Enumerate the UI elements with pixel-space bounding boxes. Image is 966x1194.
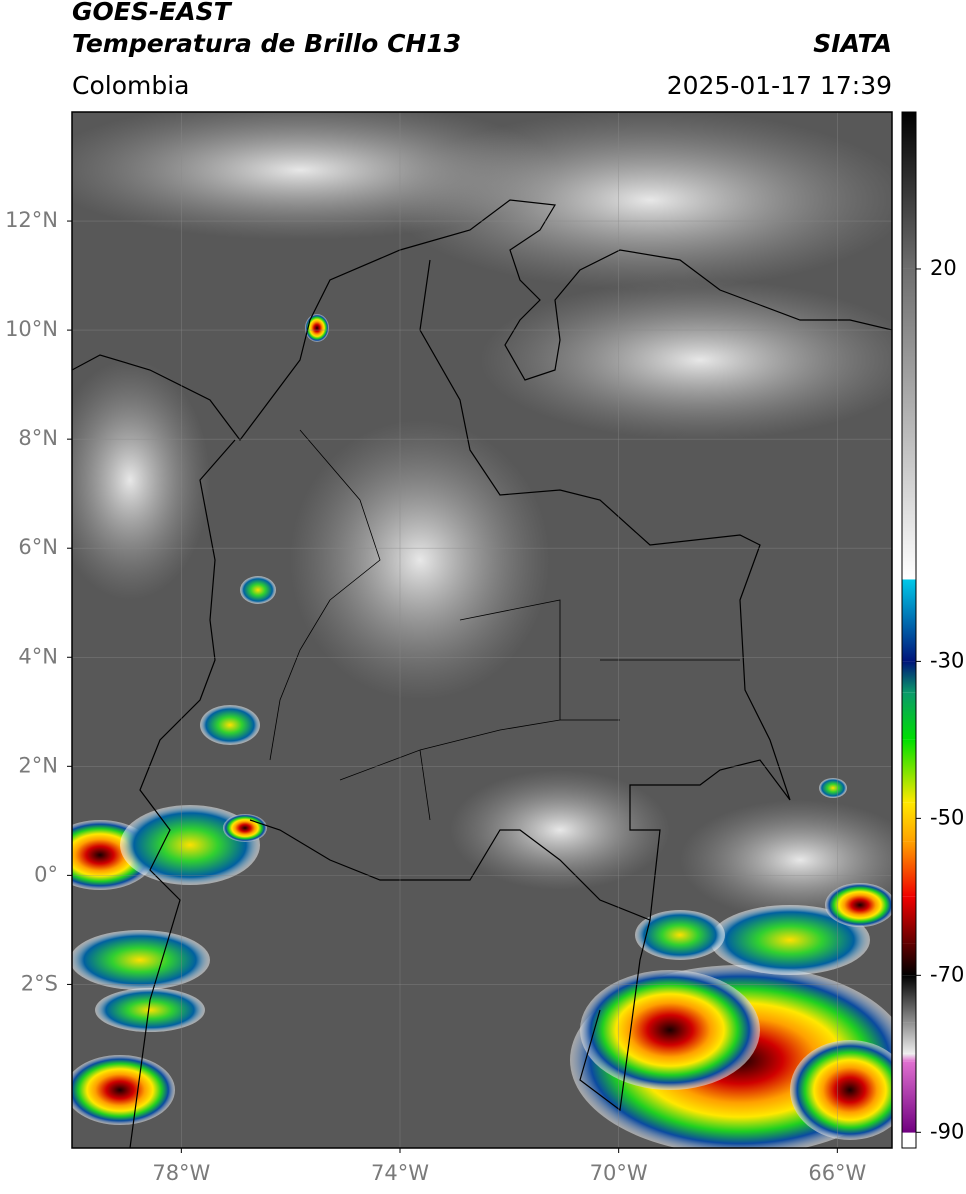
colorbar-tick-label: -90	[930, 1119, 964, 1143]
cell	[819, 778, 847, 798]
map-area	[72, 112, 892, 1148]
y-tick-label: 2°N	[18, 753, 58, 777]
cell	[635, 910, 725, 960]
colorbar-segment	[902, 841, 916, 897]
colorbar-tick-label: 20	[930, 256, 957, 280]
y-tick-label: 6°N	[18, 535, 58, 559]
coastline	[129, 439, 236, 1148]
region: Colombia	[72, 71, 189, 100]
clouds	[72, 112, 892, 920]
convective-cells	[72, 314, 892, 1148]
y-tick-label: 12°N	[5, 208, 58, 232]
cell	[825, 883, 892, 927]
colorbar-frame	[901, 111, 917, 1149]
department-border	[269, 429, 740, 821]
y-tick-label: 2°S	[21, 971, 58, 995]
cell	[710, 905, 870, 975]
title-line-2: Temperatura de Brillo CH13	[72, 29, 461, 58]
x-tick-label: 78°W	[152, 1161, 210, 1185]
graticule	[72, 112, 892, 1148]
colorbar-segment	[902, 579, 916, 662]
colorbar-segment	[902, 1022, 916, 1054]
colorbar-segment	[902, 661, 916, 693]
country-border	[249, 259, 791, 921]
y-tick-label: 8°N	[18, 426, 58, 450]
cell	[72, 1055, 175, 1125]
colorbar	[902, 112, 916, 1148]
y-tick-label: 4°N	[18, 644, 58, 668]
colorbar-segment	[902, 1061, 916, 1133]
cloud	[390, 112, 892, 290]
colorbar-segment	[902, 692, 916, 740]
x-tick-label: 70°W	[590, 1161, 648, 1185]
cell	[72, 930, 210, 990]
country-border	[579, 919, 651, 1112]
colorbar-segment	[902, 943, 916, 976]
title-line-1: GOES-EAST	[72, 0, 233, 26]
cell	[200, 705, 260, 745]
colorbar-tick-label: -30	[930, 648, 964, 672]
colorbar-segment	[902, 268, 916, 579]
borders	[72, 199, 892, 1148]
x-tick-label: 74°W	[371, 1161, 429, 1185]
colorbar-tick-label: -70	[930, 962, 964, 986]
storm-cell	[790, 1040, 892, 1140]
coastline	[72, 199, 892, 441]
colorbar-tick-label: -50	[930, 805, 964, 829]
storm-cell	[580, 970, 760, 1090]
cloud	[450, 770, 670, 890]
cell	[240, 576, 276, 604]
colorbar-segment	[902, 1133, 916, 1148]
y-tick-label: 0°	[34, 862, 58, 886]
colorbar-segment	[902, 896, 916, 944]
cloud	[72, 360, 210, 600]
cell	[95, 988, 205, 1032]
cloud	[290, 420, 550, 700]
colorbar-segment	[902, 802, 916, 842]
y-tick-label: 10°N	[5, 317, 58, 341]
cloud	[480, 280, 892, 440]
colorbar-segment	[902, 1132, 916, 1134]
timestamp: 2025-01-17 17:39	[667, 71, 892, 100]
colorbar-segment	[902, 578, 916, 580]
cell	[305, 314, 329, 342]
colorbar-segment	[902, 739, 916, 803]
x-tick-label: 66°W	[808, 1161, 866, 1185]
colorbar-segment	[902, 112, 916, 269]
cell	[223, 814, 267, 842]
map-frame	[71, 111, 893, 1149]
colorbar-segment	[902, 1053, 916, 1062]
colorbar-segment	[902, 975, 916, 1023]
source: SIATA	[813, 29, 892, 58]
